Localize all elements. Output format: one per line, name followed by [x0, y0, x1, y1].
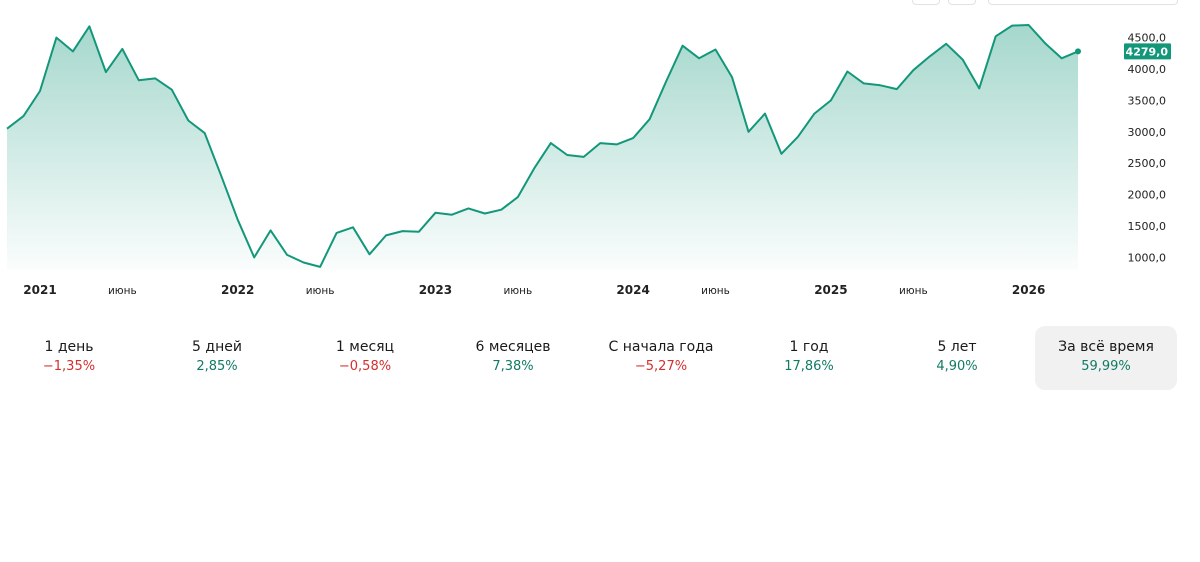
y-tick-label: 4500,0	[1128, 32, 1167, 45]
x-tick-label: 2024	[616, 283, 649, 297]
period-label: 5 лет	[937, 339, 977, 355]
x-tick-label: 2025	[814, 283, 847, 297]
period-label: С начала года	[608, 339, 714, 355]
x-tick-label: июнь	[306, 285, 335, 297]
period-change: −0,58%	[338, 359, 392, 374]
x-tick-label: 2023	[419, 283, 452, 297]
y-tick-label: 1500,0	[1128, 220, 1167, 233]
period-tab[interactable]: 1 год 17,86%	[738, 326, 880, 390]
period-tab[interactable]: 5 дней 2,85%	[146, 326, 288, 390]
period-label: 1 день	[44, 339, 94, 355]
y-tick-label: 3000,0	[1128, 126, 1167, 139]
y-tick-label: 2000,0	[1128, 189, 1167, 202]
y-tick-label: 2500,0	[1128, 157, 1167, 170]
period-label: 5 дней	[192, 339, 242, 355]
period-change: 17,86%	[784, 359, 834, 374]
period-tab[interactable]: 6 месяцев 7,38%	[442, 326, 584, 390]
y-tick-label: 4000,0	[1128, 63, 1167, 76]
period-change: 4,90%	[936, 359, 978, 374]
period-label: За всё время	[1058, 339, 1154, 355]
period-change: 59,99%	[1081, 359, 1131, 374]
last-price-badge	[1124, 43, 1171, 60]
x-tick-label: 2021	[23, 283, 56, 297]
period-label: 1 месяц	[335, 339, 395, 355]
price-area	[7, 25, 1078, 270]
chart-toolbar-button[interactable]	[948, 0, 976, 5]
x-tick-label: 2022	[221, 283, 254, 297]
period-change: 2,85%	[196, 359, 238, 374]
y-tick-label: 3500,0	[1128, 94, 1167, 107]
period-tab[interactable]: 1 месяц −0,58%	[294, 326, 436, 390]
period-tab[interactable]: С начала года −5,27%	[590, 326, 732, 390]
period-label: 6 месяцев	[475, 339, 551, 355]
chart-canvas: 1000,0 1500,0 2000,0 2500,0 3000,0 3500,0 4000…	[6, 24, 1171, 297]
x-tick-label: июнь	[701, 285, 730, 297]
x-tick-label: июнь	[899, 285, 928, 297]
period-tab[interactable]: За всё время 59,99%	[1035, 326, 1177, 390]
period-change: 7,38%	[492, 359, 534, 374]
last-price-dot	[1075, 48, 1081, 55]
period-label: 1 год	[789, 339, 829, 355]
chart-toolbar-select[interactable]	[988, 0, 1178, 5]
price-chart[interactable]: 1000,0 1500,0 2000,0 2500,0 3000,0 3500,0 4000…	[0, 0, 1200, 310]
x-tick-label: июнь	[108, 285, 137, 297]
period-tab[interactable]: 5 лет 4,90%	[886, 326, 1028, 390]
price-line	[6, 24, 1079, 268]
last-price-label: 4279,0	[1126, 45, 1169, 58]
chart-toolbar-button[interactable]	[912, 0, 940, 5]
x-tick-label: 2026	[1012, 283, 1045, 297]
period-change: −5,27%	[634, 359, 688, 374]
period-change: −1,35%	[42, 359, 96, 374]
period-tab[interactable]: 1 день −1,35%	[0, 326, 140, 390]
y-tick-label: 1000,0	[1128, 251, 1167, 264]
period-tabs: 1 день −1,35% 5 дней 2,85% 1 месяц −0,58% 6 ме…	[0, 326, 1200, 390]
x-tick-label: июнь	[503, 285, 532, 297]
